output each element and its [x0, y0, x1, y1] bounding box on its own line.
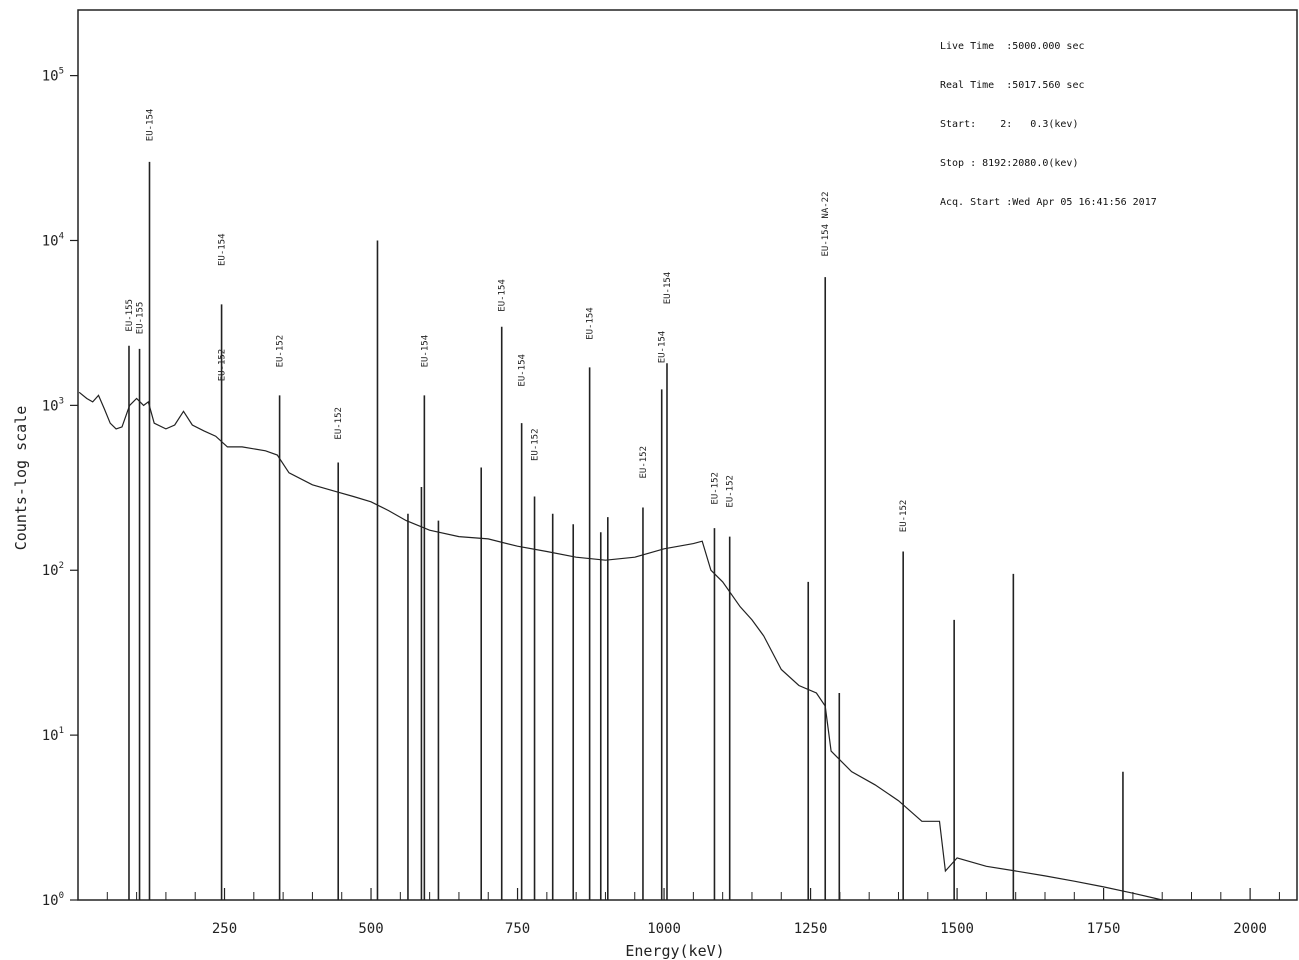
- x-tick-label: 1250: [794, 921, 828, 937]
- peak-label: EU-154: [663, 272, 673, 305]
- start-text: Start: 2: 0.3(kev): [940, 119, 1079, 130]
- y-tick-label: 103: [42, 396, 64, 414]
- x-tick-label: 1000: [647, 921, 681, 937]
- peak-label: EU-152: [531, 428, 541, 461]
- peak-label: EU-154: [146, 109, 156, 142]
- peak-label: EU-155: [125, 299, 135, 332]
- peak-label: EU-154: [420, 335, 430, 368]
- peak-label: EU-152: [899, 500, 909, 533]
- peak-label: EU-154: [518, 354, 528, 387]
- y-tick-label: 101: [42, 726, 64, 744]
- peak-label: EU-154 NA-22: [821, 191, 831, 256]
- peak-label: EU-152: [711, 472, 721, 505]
- y-tick-label: 102: [42, 561, 64, 579]
- peak-label: EU-154: [218, 233, 228, 266]
- spectrum-continuum: [78, 391, 1163, 901]
- y-tick-label: 100: [42, 891, 64, 909]
- x-tick-label: 500: [358, 921, 383, 937]
- peak-label: EU-152: [276, 335, 286, 368]
- acquisition-info: Live Time :5000.000 sec Real Time :5017.…: [940, 14, 1157, 222]
- spectrum-series: [78, 391, 1163, 901]
- live-time-text: Live Time :5000.000 sec: [940, 41, 1085, 52]
- plot-frame: [77, 9, 1298, 901]
- y-axis: 100 101 102 103 104 105: [42, 67, 78, 909]
- peak-label: EU-154: [658, 331, 668, 364]
- peak-label: EU-152: [218, 349, 228, 382]
- plot-border: [77, 9, 1298, 901]
- x-axis-label: Energy(keV): [625, 942, 724, 960]
- x-tick-label: 750: [505, 921, 530, 937]
- peak-label: EU-152: [334, 407, 344, 440]
- x-tick-label: 250: [212, 921, 237, 937]
- peak-label: EU-154: [498, 279, 508, 312]
- x-tick-label: 2000: [1233, 921, 1267, 937]
- peak-label: EU-152: [726, 475, 736, 508]
- stop-text: Stop : 8192:2080.0(kev): [940, 158, 1079, 169]
- peak-label: EU-154: [586, 307, 596, 340]
- peak-lines: [128, 161, 1124, 900]
- x-tick-label: 1500: [940, 921, 974, 937]
- peak-labels: EU-155 EU-155 EU-154 EU-154 EU-152 EU-152 EU-1…: [125, 109, 909, 533]
- peak-label: EU-155: [136, 302, 146, 335]
- x-tick-label: 1750: [1087, 921, 1121, 937]
- real-time-text: Real Time :5017.560 sec: [940, 80, 1085, 91]
- x-axis: 250 500 750 1000 1250 1500 1750 2000: [106, 888, 1280, 937]
- peak-label: EU-152: [639, 446, 649, 479]
- y-tick-label: 105: [42, 67, 64, 85]
- acq-start-text: Acq. Start :Wed Apr 05 16:41:56 2017: [940, 197, 1157, 208]
- y-tick-label: 104: [42, 231, 64, 249]
- y-axis-label: Counts-log scale: [12, 406, 30, 551]
